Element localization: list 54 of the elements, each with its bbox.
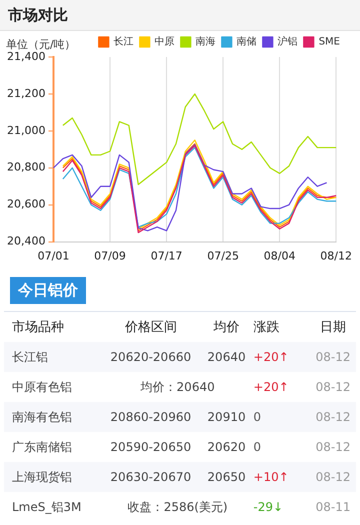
text: 均价 [212, 319, 241, 336]
text: 均价：20640 [140, 378, 216, 396]
y-tick-label: 21,400 [6, 50, 46, 63]
y-tick-label: 21,200 [6, 86, 46, 100]
y-tick-label: 20,800 [6, 160, 46, 174]
x-tick-label: 07/17 [150, 249, 182, 262]
legend-label: 沪铝 [278, 36, 298, 48]
legend-label: 南海 [196, 36, 216, 48]
text: 0 [253, 440, 262, 454]
x-tick-label: 07/09 [94, 249, 126, 262]
text: 0 [253, 410, 262, 424]
text: +20↑ [253, 380, 290, 394]
legend-label: 南储 [236, 36, 257, 48]
y-tick-label: 20,600 [6, 198, 46, 211]
text: 长江铝 [11, 348, 49, 366]
x-tick-label: 07/25 [207, 249, 239, 262]
text: 涨跌 [253, 319, 280, 336]
text: 上海现货铝 [11, 468, 73, 486]
legend-label: 中原 [154, 36, 175, 48]
y-tick-label: 21,000 [6, 124, 46, 137]
text: 20650 [206, 470, 247, 484]
text: 20860-20960 [109, 410, 192, 424]
x-tick-label: 08/12 [320, 249, 352, 262]
x-tick-label: 08/04 [264, 249, 296, 262]
y-tick-label: 20,400 [6, 234, 46, 248]
text: 20620 [206, 440, 247, 454]
text: 08-12 [314, 470, 352, 484]
text: 收盘：2586(美元) [126, 498, 229, 516]
text: 08-12 [314, 380, 352, 394]
text: 20640 [206, 350, 247, 364]
text: 价格区间 [124, 319, 178, 336]
text: 日期 [319, 319, 348, 336]
text: -29↓ [253, 500, 284, 514]
x-tick-label: 07/01 [38, 249, 70, 262]
text: +20↑ [253, 350, 290, 364]
text: 中原有色铝 [11, 378, 73, 396]
y-axis-title: 单位（元/吨） [6, 38, 76, 51]
text: 市场品种 [11, 319, 65, 336]
text: 20630-20670 [109, 470, 192, 484]
text: 08-12 [314, 350, 352, 364]
text: 08-11 [314, 500, 352, 514]
text: +10↑ [253, 470, 290, 484]
text: 20620-20660 [109, 350, 192, 364]
text: 20590-20650 [109, 440, 192, 454]
text: 广东南储铝 [11, 438, 73, 456]
chart-title: 市场对比 [0, 0, 360, 31]
legend-label: 长江 [114, 36, 134, 48]
legend-label: SME [318, 36, 340, 48]
text: 08-12 [314, 440, 352, 454]
text: 20910 [206, 410, 247, 424]
text: 南海有色铝 [11, 408, 73, 426]
text: 今日铝价 [10, 277, 86, 304]
text: LmeS_铝3M [11, 498, 82, 516]
text: 08-12 [314, 410, 352, 424]
